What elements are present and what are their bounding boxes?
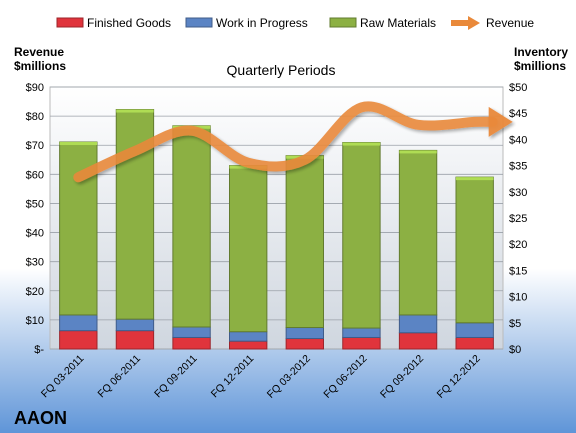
- legend-label: Finished Goods: [87, 16, 171, 30]
- bar-top-cap: [116, 109, 154, 113]
- legend-swatch: [329, 17, 357, 28]
- legend-label: Revenue: [486, 16, 534, 30]
- legend-label: Raw Materials: [360, 16, 436, 30]
- bar-finished-goods: [342, 336, 381, 350]
- bar-top-cap: [342, 142, 381, 146]
- y-right-label-line1: Inventory: [514, 45, 568, 59]
- y-right-tick-label: $40: [509, 134, 527, 146]
- bar-work-in-progress: [398, 314, 438, 334]
- bar-raw-materials: [342, 142, 381, 329]
- revenue-arrowhead: [488, 106, 513, 137]
- bar-finished-goods: [455, 336, 494, 350]
- legend-swatch: [185, 17, 213, 28]
- y-right-tick-label: $20: [509, 239, 527, 251]
- y-right-tick-label: $30: [509, 187, 527, 199]
- y-left-tick-label: $70: [26, 140, 44, 152]
- y-right-tick-label: $45: [509, 108, 527, 120]
- bar-raw-materials: [285, 155, 324, 329]
- y-left-tick-label: $-: [34, 344, 44, 356]
- bar-raw-materials: [229, 165, 268, 333]
- y-left-tick-label: $60: [26, 169, 44, 181]
- y-right-label-line2: $millions: [514, 59, 566, 73]
- y-right-tick-label: $25: [509, 213, 527, 225]
- y-left-label-line2: $millions: [14, 59, 66, 73]
- bar-finished-goods: [172, 336, 211, 350]
- bar-top-cap: [399, 150, 437, 154]
- y-left-tick-label: $20: [26, 286, 44, 298]
- bar-work-in-progress: [59, 314, 98, 332]
- bar-work-in-progress: [172, 326, 211, 338]
- y-left-label-line1: Revenue: [14, 45, 64, 59]
- bar-work-in-progress: [229, 331, 268, 342]
- y-right-tick-label: $10: [509, 292, 527, 304]
- chart-title: Quarterly Periods: [227, 62, 336, 78]
- y-right-tick-label: $35: [509, 161, 527, 173]
- bar-raw-materials: [455, 176, 494, 324]
- company-label: AAON: [14, 408, 67, 428]
- y-left-tick-label: $40: [26, 228, 44, 240]
- bar-finished-goods: [285, 338, 324, 350]
- bar-work-in-progress: [342, 327, 381, 338]
- bar-top-cap: [59, 142, 97, 146]
- y-left-tick-label: $80: [26, 111, 44, 123]
- y-right-tick-label: $15: [509, 265, 527, 277]
- y-left-tick-label: $30: [26, 257, 44, 269]
- y-right-tick-label: $50: [509, 82, 527, 94]
- bar-work-in-progress: [455, 322, 494, 338]
- y-right-tick-label: $5: [509, 318, 521, 330]
- y-right-tick-label: $0: [509, 344, 521, 356]
- bar-finished-goods: [229, 340, 268, 350]
- bar-raw-materials: [172, 125, 211, 328]
- y-left-tick-label: $90: [26, 82, 44, 94]
- y-left-tick-label: $10: [26, 315, 44, 327]
- bar-finished-goods: [115, 330, 155, 350]
- bar-raw-materials: [398, 149, 438, 316]
- y-left-tick-label: $50: [26, 198, 44, 210]
- bar-top-cap: [456, 177, 494, 181]
- legend-arrow-icon: [468, 16, 480, 30]
- legend-label: Work in Progress: [216, 16, 308, 30]
- bar-finished-goods: [59, 330, 98, 350]
- bar-work-in-progress: [115, 318, 155, 332]
- legend-swatch: [56, 17, 84, 28]
- bar-work-in-progress: [285, 327, 324, 340]
- bar-finished-goods: [398, 332, 438, 350]
